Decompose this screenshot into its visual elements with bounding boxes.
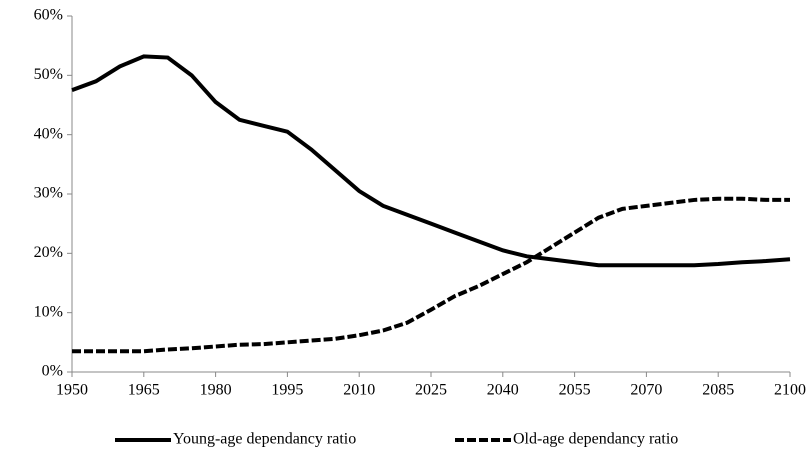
x-tick-label: 1965 bbox=[128, 382, 160, 399]
series-line bbox=[72, 196, 790, 354]
y-tick-label: 60% bbox=[34, 7, 63, 24]
x-tick-label: 2070 bbox=[630, 382, 662, 399]
series-line bbox=[71, 54, 791, 268]
x-tick-label: 2025 bbox=[415, 382, 447, 399]
legend-label: Old-age dependancy ratio bbox=[513, 431, 678, 448]
y-tick-label: 30% bbox=[34, 185, 63, 202]
y-tick-label: 0% bbox=[42, 363, 63, 380]
x-tick-label: 1980 bbox=[200, 382, 232, 399]
x-tick-label: 2085 bbox=[702, 382, 734, 399]
legend-label: Young-age dependancy ratio bbox=[173, 431, 356, 448]
x-tick-label: 1995 bbox=[271, 382, 303, 399]
x-tick-label: 2040 bbox=[487, 382, 519, 399]
y-tick-label: 20% bbox=[34, 244, 63, 261]
x-tick-label: 2100 bbox=[774, 382, 806, 399]
y-tick-label: 50% bbox=[34, 66, 63, 83]
y-tick-label: 10% bbox=[34, 303, 63, 320]
x-tick-label: 2010 bbox=[343, 382, 375, 399]
x-tick-label: 2055 bbox=[559, 382, 591, 399]
y-tick-label: 40% bbox=[34, 125, 63, 142]
x-tick-label: 1950 bbox=[56, 382, 88, 399]
